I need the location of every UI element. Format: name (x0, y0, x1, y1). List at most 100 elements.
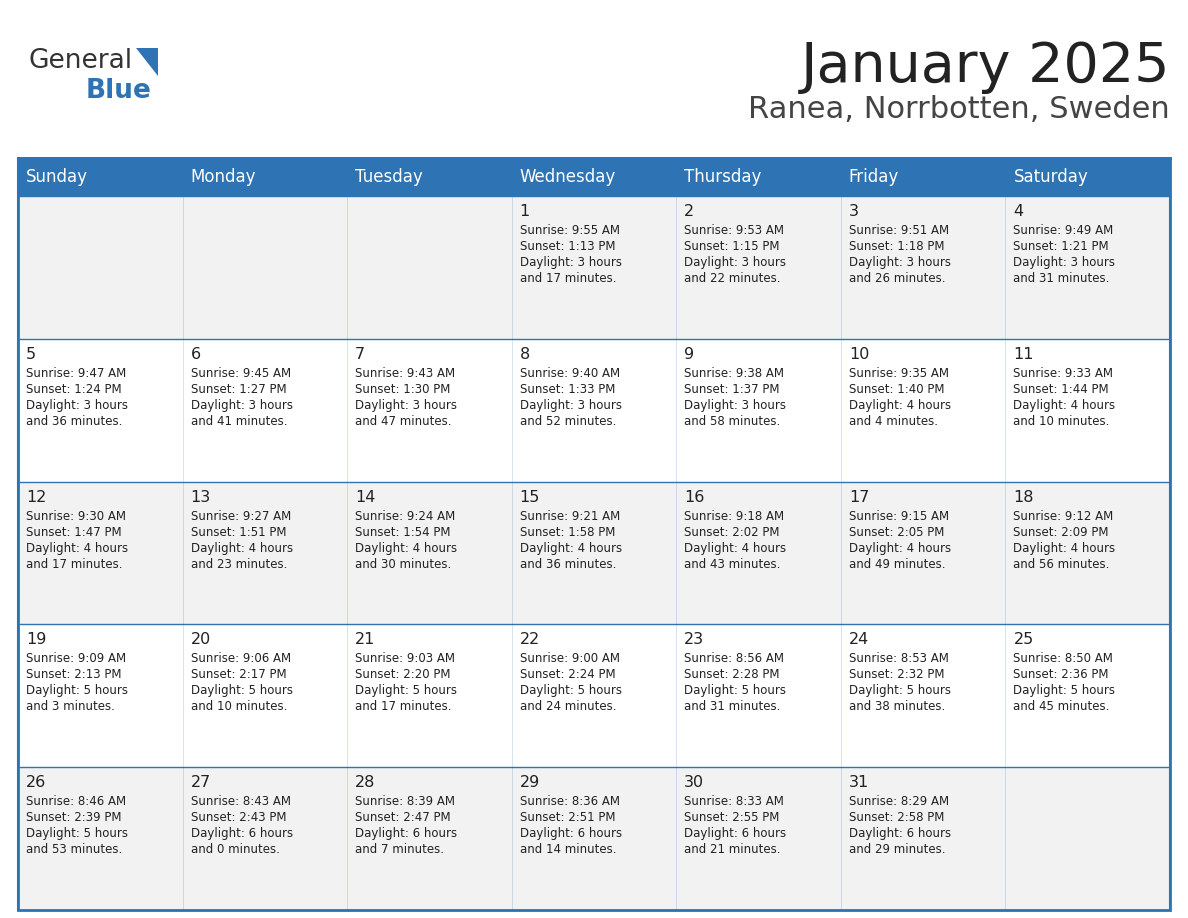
Text: Sunrise: 9:12 AM: Sunrise: 9:12 AM (1013, 509, 1113, 522)
Text: Sunrise: 8:33 AM: Sunrise: 8:33 AM (684, 795, 784, 808)
Bar (1005, 767, 1170, 910)
Text: Saturday: Saturday (1013, 168, 1088, 186)
Bar (18, 624, 183, 767)
Text: 4: 4 (1013, 204, 1024, 219)
Text: Sunrise: 8:50 AM: Sunrise: 8:50 AM (1013, 653, 1113, 666)
Text: and 52 minutes.: and 52 minutes. (519, 415, 617, 428)
Text: Sunset: 2:51 PM: Sunset: 2:51 PM (519, 812, 615, 824)
Text: and 29 minutes.: and 29 minutes. (849, 844, 946, 856)
Text: and 36 minutes.: and 36 minutes. (519, 557, 617, 571)
Bar (676, 196, 841, 339)
Text: 29: 29 (519, 775, 541, 790)
Text: Sunset: 1:51 PM: Sunset: 1:51 PM (190, 526, 286, 539)
Text: Sunset: 1:33 PM: Sunset: 1:33 PM (519, 383, 615, 396)
Bar (18, 767, 183, 910)
Bar (512, 196, 676, 339)
Text: Sunset: 2:58 PM: Sunset: 2:58 PM (849, 812, 944, 824)
Bar (18, 482, 183, 624)
Text: Sunset: 2:43 PM: Sunset: 2:43 PM (190, 812, 286, 824)
Text: 23: 23 (684, 633, 704, 647)
Text: General: General (29, 48, 132, 74)
Text: Daylight: 5 hours: Daylight: 5 hours (1013, 685, 1116, 698)
Text: and 31 minutes.: and 31 minutes. (1013, 272, 1110, 285)
Text: and 30 minutes.: and 30 minutes. (355, 557, 451, 571)
Text: Daylight: 5 hours: Daylight: 5 hours (849, 685, 950, 698)
Text: Daylight: 4 hours: Daylight: 4 hours (849, 542, 950, 554)
Text: 18: 18 (1013, 489, 1034, 505)
Text: Sunset: 1:37 PM: Sunset: 1:37 PM (684, 383, 779, 396)
Text: Daylight: 3 hours: Daylight: 3 hours (849, 256, 950, 269)
Text: 11: 11 (1013, 347, 1034, 362)
Text: Daylight: 4 hours: Daylight: 4 hours (190, 542, 292, 554)
Text: and 36 minutes.: and 36 minutes. (26, 415, 122, 428)
Text: and 14 minutes.: and 14 minutes. (519, 844, 617, 856)
Text: Sunrise: 9:43 AM: Sunrise: 9:43 AM (355, 367, 455, 380)
Bar (18, 196, 183, 339)
Text: 20: 20 (190, 633, 210, 647)
Text: Daylight: 3 hours: Daylight: 3 hours (190, 398, 292, 412)
Text: Daylight: 5 hours: Daylight: 5 hours (26, 685, 128, 698)
Text: 10: 10 (849, 347, 870, 362)
Text: and 0 minutes.: and 0 minutes. (190, 844, 279, 856)
Polygon shape (135, 48, 158, 76)
Text: Sunrise: 9:03 AM: Sunrise: 9:03 AM (355, 653, 455, 666)
Text: 22: 22 (519, 633, 541, 647)
Text: and 22 minutes.: and 22 minutes. (684, 272, 781, 285)
Bar (1005, 196, 1170, 339)
Text: Sunrise: 8:39 AM: Sunrise: 8:39 AM (355, 795, 455, 808)
Bar (347, 196, 512, 339)
Text: Sunrise: 8:36 AM: Sunrise: 8:36 AM (519, 795, 620, 808)
Text: Sunset: 1:15 PM: Sunset: 1:15 PM (684, 240, 779, 253)
Text: and 23 minutes.: and 23 minutes. (190, 557, 287, 571)
Text: Sunset: 2:13 PM: Sunset: 2:13 PM (26, 668, 121, 681)
Text: and 53 minutes.: and 53 minutes. (26, 844, 122, 856)
Text: 12: 12 (26, 489, 46, 505)
Text: Daylight: 4 hours: Daylight: 4 hours (684, 542, 786, 554)
Text: 25: 25 (1013, 633, 1034, 647)
Text: and 45 minutes.: and 45 minutes. (1013, 700, 1110, 713)
Text: Sunrise: 9:40 AM: Sunrise: 9:40 AM (519, 367, 620, 380)
Text: 15: 15 (519, 489, 541, 505)
Bar (676, 767, 841, 910)
Text: Sunset: 1:21 PM: Sunset: 1:21 PM (1013, 240, 1110, 253)
Bar (347, 339, 512, 482)
Text: Sunset: 2:28 PM: Sunset: 2:28 PM (684, 668, 779, 681)
Text: Sunrise: 9:27 AM: Sunrise: 9:27 AM (190, 509, 291, 522)
Text: and 17 minutes.: and 17 minutes. (519, 272, 617, 285)
Text: and 26 minutes.: and 26 minutes. (849, 272, 946, 285)
Text: Daylight: 5 hours: Daylight: 5 hours (519, 685, 621, 698)
Text: Sunrise: 9:51 AM: Sunrise: 9:51 AM (849, 224, 949, 237)
Text: Sunset: 2:20 PM: Sunset: 2:20 PM (355, 668, 450, 681)
Text: Daylight: 3 hours: Daylight: 3 hours (1013, 256, 1116, 269)
Text: Sunrise: 9:33 AM: Sunrise: 9:33 AM (1013, 367, 1113, 380)
Text: Sunrise: 9:18 AM: Sunrise: 9:18 AM (684, 509, 784, 522)
Text: Daylight: 6 hours: Daylight: 6 hours (849, 827, 950, 840)
Text: Daylight: 5 hours: Daylight: 5 hours (190, 685, 292, 698)
Text: 3: 3 (849, 204, 859, 219)
Text: Sunrise: 9:47 AM: Sunrise: 9:47 AM (26, 367, 126, 380)
Text: 6: 6 (190, 347, 201, 362)
Bar (841, 624, 1005, 767)
Bar (512, 339, 676, 482)
Text: Daylight: 4 hours: Daylight: 4 hours (26, 542, 128, 554)
Bar (347, 482, 512, 624)
Bar (183, 624, 347, 767)
Text: 5: 5 (26, 347, 36, 362)
Bar (512, 767, 676, 910)
Text: Daylight: 4 hours: Daylight: 4 hours (1013, 398, 1116, 412)
Text: and 17 minutes.: and 17 minutes. (355, 700, 451, 713)
Text: Sunrise: 8:43 AM: Sunrise: 8:43 AM (190, 795, 291, 808)
Bar (841, 339, 1005, 482)
Text: Daylight: 3 hours: Daylight: 3 hours (684, 398, 786, 412)
Text: Daylight: 5 hours: Daylight: 5 hours (355, 685, 457, 698)
Text: 24: 24 (849, 633, 870, 647)
Text: Sunday: Sunday (26, 168, 88, 186)
Text: Sunset: 1:24 PM: Sunset: 1:24 PM (26, 383, 121, 396)
Bar (512, 624, 676, 767)
Text: and 4 minutes.: and 4 minutes. (849, 415, 937, 428)
Text: Sunrise: 9:00 AM: Sunrise: 9:00 AM (519, 653, 620, 666)
Text: 8: 8 (519, 347, 530, 362)
Text: Daylight: 3 hours: Daylight: 3 hours (355, 398, 457, 412)
Bar (1005, 624, 1170, 767)
Text: Daylight: 3 hours: Daylight: 3 hours (519, 256, 621, 269)
